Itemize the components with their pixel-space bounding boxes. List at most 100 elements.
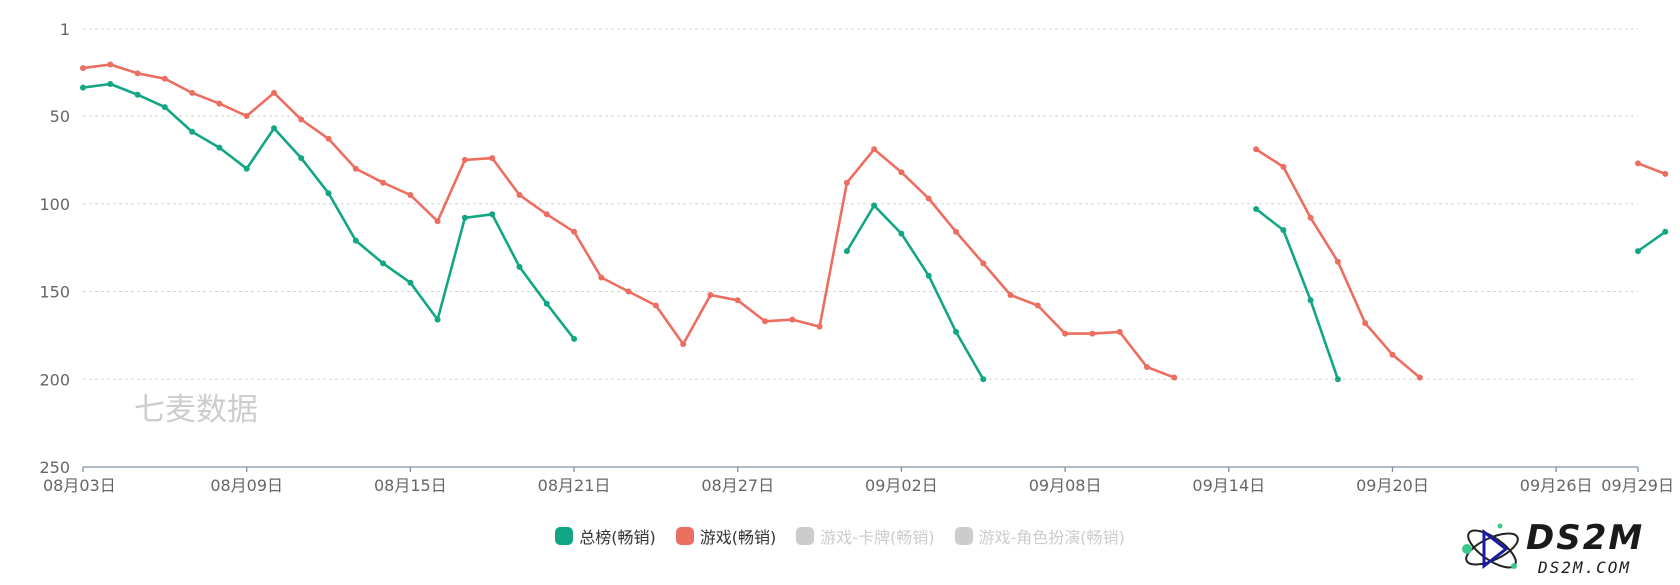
data-point[interactable]	[80, 65, 86, 72]
legend-item-games[interactable]: 游戏(畅销)	[675, 524, 777, 548]
data-point[interactable]	[652, 302, 659, 309]
data-point[interactable]	[1307, 297, 1314, 304]
data-point[interactable]	[1662, 228, 1669, 235]
data-point[interactable]	[625, 288, 632, 295]
data-point[interactable]	[325, 190, 332, 197]
data-point[interactable]	[243, 165, 250, 172]
data-point[interactable]	[980, 376, 987, 383]
data-point[interactable]	[1062, 330, 1069, 337]
data-point[interactable]	[871, 146, 878, 153]
data-point[interactable]	[980, 260, 987, 267]
data-point[interactable]	[953, 228, 959, 235]
series-line	[82, 63, 1175, 379]
data-point[interactable]	[407, 192, 414, 198]
data-point[interactable]	[871, 202, 878, 209]
data-point[interactable]	[680, 341, 687, 348]
data-point[interactable]	[571, 228, 578, 235]
data-point[interactable]	[243, 113, 250, 119]
data-point[interactable]	[489, 211, 496, 218]
series-layer	[80, 61, 1669, 383]
legend-item-card-games[interactable]: 游戏-卡牌(畅销)	[796, 524, 935, 548]
data-point[interactable]	[1662, 170, 1669, 177]
data-point[interactable]	[953, 328, 959, 335]
data-point[interactable]	[1089, 330, 1096, 337]
data-point[interactable]	[1307, 214, 1314, 221]
data-point[interactable]	[1253, 206, 1260, 212]
series-1	[80, 61, 1669, 381]
data-point[interactable]	[1116, 328, 1123, 335]
x-tick-label: 09月08日	[1029, 476, 1102, 495]
data-point[interactable]	[1034, 302, 1041, 309]
x-tick-label: 08月21日	[538, 476, 611, 495]
data-point[interactable]	[1635, 248, 1641, 255]
data-point[interactable]	[461, 214, 468, 221]
legend-label-overall: 总榜(畅销)	[579, 528, 656, 547]
data-point[interactable]	[1280, 163, 1287, 170]
data-point[interactable]	[134, 70, 141, 77]
data-point[interactable]	[898, 169, 905, 176]
data-point[interactable]	[489, 155, 496, 162]
data-point[interactable]	[1280, 227, 1287, 234]
data-point[interactable]	[543, 300, 550, 307]
data-point[interactable]	[352, 237, 359, 244]
data-point[interactable]	[216, 144, 223, 151]
data-point[interactable]	[380, 260, 387, 267]
data-point[interactable]	[161, 75, 168, 82]
data-point[interactable]	[1416, 374, 1423, 381]
data-point[interactable]	[516, 192, 523, 198]
data-point[interactable]	[189, 128, 196, 135]
legend-label-card-games: 游戏-卡牌(畅销)	[820, 528, 935, 547]
data-point[interactable]	[80, 84, 86, 91]
data-point[interactable]	[925, 195, 932, 202]
data-point[interactable]	[134, 91, 141, 98]
data-point[interactable]	[107, 61, 114, 68]
data-point[interactable]	[571, 335, 578, 342]
data-point[interactable]	[461, 156, 468, 163]
legend-item-rpg-games[interactable]: 游戏-角色扮演(畅销)	[954, 524, 1125, 548]
data-point[interactable]	[271, 89, 277, 96]
data-point[interactable]	[1635, 160, 1641, 167]
legend-label-rpg-games: 游戏-角色扮演(畅销)	[978, 528, 1125, 547]
data-point[interactable]	[325, 135, 332, 142]
data-point[interactable]	[380, 179, 387, 186]
data-point[interactable]	[1171, 374, 1178, 381]
legend-label-games: 游戏(畅销)	[699, 528, 777, 547]
data-point[interactable]	[161, 104, 168, 111]
data-point[interactable]	[734, 297, 741, 304]
data-point[interactable]	[843, 248, 850, 255]
data-point[interactable]	[216, 100, 223, 107]
data-point[interactable]	[1334, 258, 1341, 265]
data-point[interactable]	[434, 316, 441, 323]
data-point[interactable]	[189, 89, 196, 96]
data-point[interactable]	[843, 179, 850, 186]
legend-swatch-card-games	[796, 527, 815, 545]
x-tick-label: 08月15日	[374, 476, 447, 495]
data-point[interactable]	[1389, 351, 1396, 358]
data-point[interactable]	[598, 274, 605, 281]
data-point[interactable]	[1334, 376, 1341, 383]
x-tick-label: 09月29日	[1601, 476, 1674, 495]
data-point[interactable]	[1143, 364, 1150, 370]
data-point[interactable]	[407, 279, 414, 286]
series-line	[845, 204, 985, 380]
data-point[interactable]	[925, 272, 932, 279]
legend-item-overall[interactable]: 总榜(畅销)	[555, 524, 656, 548]
data-point[interactable]	[107, 81, 114, 87]
data-point[interactable]	[298, 116, 305, 123]
data-point[interactable]	[516, 263, 523, 270]
data-point[interactable]	[1362, 320, 1369, 327]
y-tick-label: 100	[39, 195, 70, 214]
data-point[interactable]	[1007, 292, 1014, 298]
data-point[interactable]	[271, 125, 277, 132]
data-point[interactable]	[1253, 146, 1260, 153]
data-point[interactable]	[434, 218, 441, 225]
data-point[interactable]	[298, 155, 305, 162]
data-point[interactable]	[816, 323, 823, 330]
data-point[interactable]	[543, 211, 550, 218]
data-point[interactable]	[352, 165, 359, 172]
data-point[interactable]	[762, 318, 768, 325]
data-point[interactable]	[898, 230, 905, 237]
data-point[interactable]	[789, 316, 796, 323]
data-point[interactable]	[707, 292, 714, 298]
